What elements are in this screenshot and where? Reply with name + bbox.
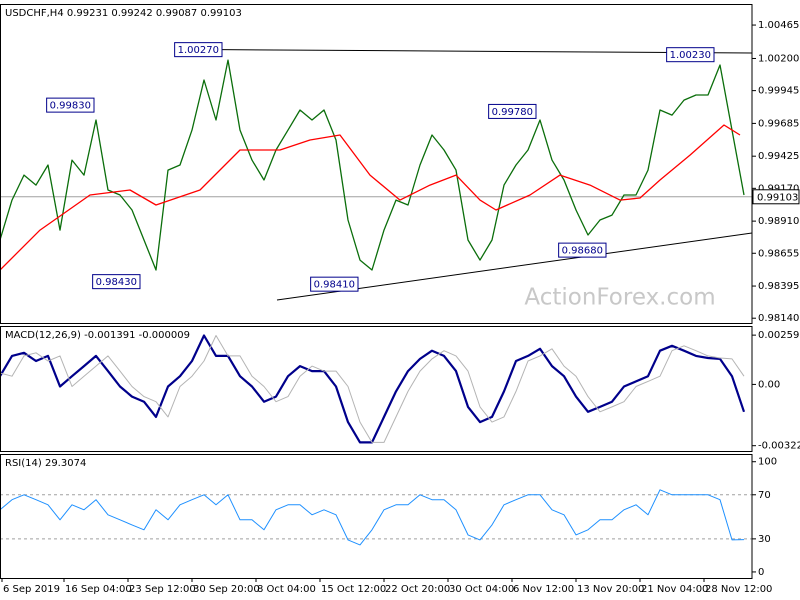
x-tick-label: 30 Oct 04:00 bbox=[449, 584, 514, 595]
y-tick-label: 1.00465 bbox=[758, 20, 799, 31]
x-tick-label: 23 Sep 12:00 bbox=[129, 584, 196, 595]
last-price-label: 0.99103 bbox=[757, 192, 798, 203]
y-tick-label: 0 bbox=[758, 567, 764, 578]
annotation-box bbox=[92, 274, 141, 290]
annotation-box bbox=[310, 276, 359, 292]
x-tick-label: 21 Nov 04:00 bbox=[641, 584, 708, 595]
panel-title: RSI(14) 29.3074 bbox=[5, 458, 86, 469]
x-tick-label: 30 Sep 20:00 bbox=[193, 584, 260, 595]
last-price-box bbox=[752, 189, 800, 205]
y-tick-label: 0.00 bbox=[758, 379, 780, 390]
y-tick-label: 1.00200 bbox=[758, 53, 799, 64]
y-tick-label: 0.98655 bbox=[758, 248, 799, 259]
panel-title: USDCHF,H4 0.99231 0.99242 0.99087 0.9910… bbox=[5, 8, 242, 19]
annotation-box bbox=[174, 42, 223, 58]
y-tick-label: 0.98910 bbox=[758, 216, 799, 227]
annotation-label: 1.00230 bbox=[670, 50, 711, 61]
x-tick-label: 6 Sep 2019 bbox=[3, 584, 60, 595]
annotation-label: 0.98680 bbox=[562, 246, 603, 257]
y-tick-label: 0.99945 bbox=[758, 86, 799, 97]
x-tick-label: 8 Oct 04:00 bbox=[257, 584, 316, 595]
x-tick-label: 28 Nov 12:00 bbox=[705, 584, 772, 595]
x-tick-label: 15 Oct 12:00 bbox=[321, 584, 386, 595]
plot-area bbox=[0, 49, 752, 301]
y-tick-label: 0.99685 bbox=[758, 118, 799, 129]
y-tick-label: 0.00259 bbox=[758, 330, 799, 341]
x-tick-label: 16 Sep 04:00 bbox=[65, 584, 132, 595]
annotation-label: 0.99830 bbox=[50, 101, 91, 112]
panel-frame bbox=[0, 454, 753, 579]
annotation-label: 0.98410 bbox=[314, 280, 355, 291]
series-line bbox=[0, 59, 745, 271]
y-tick-label: 100 bbox=[758, 457, 777, 468]
y-tick-label: 0.99425 bbox=[758, 151, 799, 162]
panel-frame bbox=[0, 4, 753, 324]
series-line bbox=[0, 335, 745, 443]
series-line bbox=[0, 489, 745, 546]
annotation-label: 0.99780 bbox=[492, 107, 533, 118]
watermark: ActionForex.com bbox=[524, 285, 715, 311]
x-tick-label: 13 Nov 20:00 bbox=[577, 584, 644, 595]
series-line bbox=[0, 334, 746, 444]
y-tick-label: 0.98395 bbox=[758, 281, 799, 292]
panel-title: MACD(12,26,9) -0.001391 -0.000009 bbox=[5, 330, 190, 341]
trendline bbox=[221, 49, 752, 54]
y-tick-label: 0.99170 bbox=[758, 183, 799, 194]
y-tick-label: 70 bbox=[758, 490, 771, 501]
plot-area bbox=[0, 334, 746, 444]
annotation-box bbox=[666, 47, 715, 63]
annotation-box bbox=[558, 242, 607, 258]
annotation-label: 1.00270 bbox=[178, 45, 219, 56]
annotation-label: 0.98430 bbox=[96, 277, 137, 288]
panel-frame bbox=[0, 326, 753, 452]
series-line bbox=[0, 124, 741, 271]
x-tick-label: 6 Nov 12:00 bbox=[513, 584, 574, 595]
annotation-box bbox=[46, 97, 95, 113]
y-tick-label: 0.98140 bbox=[758, 313, 799, 324]
annotation-box bbox=[488, 103, 537, 119]
y-tick-label: 30 bbox=[758, 534, 771, 545]
plot-area bbox=[0, 489, 752, 546]
y-tick-label: -0.003221 bbox=[758, 441, 800, 452]
x-tick-label: 22 Oct 20:00 bbox=[385, 584, 450, 595]
